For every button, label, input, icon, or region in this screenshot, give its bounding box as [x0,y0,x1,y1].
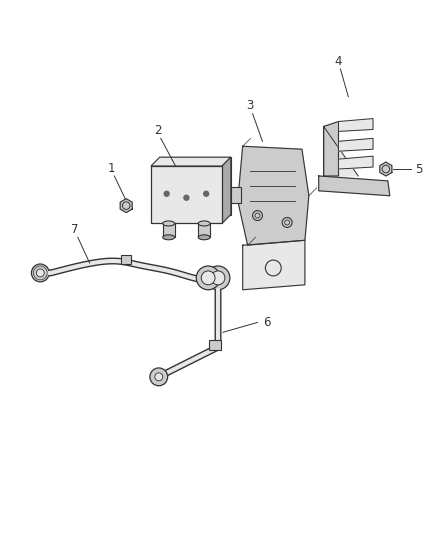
Text: 6: 6 [263,316,271,329]
Polygon shape [339,118,373,132]
Ellipse shape [163,221,175,226]
Bar [198,223,210,237]
Circle shape [150,368,168,386]
Polygon shape [243,240,305,290]
Circle shape [196,266,220,290]
Bar [121,255,131,264]
Text: 4: 4 [335,55,342,68]
Text: 3: 3 [246,99,253,112]
Bar [231,187,241,203]
Text: 1: 1 [108,161,115,174]
Circle shape [155,373,163,381]
Circle shape [36,269,44,277]
Polygon shape [339,139,373,151]
Ellipse shape [198,221,210,226]
Polygon shape [324,126,358,176]
Polygon shape [222,157,231,223]
Circle shape [204,191,208,196]
Circle shape [32,264,49,282]
Circle shape [211,271,225,285]
Polygon shape [339,156,373,169]
Polygon shape [380,162,392,176]
Circle shape [201,271,215,285]
Circle shape [206,266,230,290]
Ellipse shape [163,235,175,240]
Text: 5: 5 [416,163,423,175]
Bar [209,340,221,350]
Polygon shape [238,146,309,245]
Circle shape [184,195,189,200]
Bar [163,223,175,237]
Polygon shape [151,157,231,166]
Polygon shape [324,122,339,176]
Polygon shape [319,176,390,196]
Polygon shape [120,199,132,213]
Circle shape [164,191,169,196]
Polygon shape [151,166,222,223]
Text: 7: 7 [71,223,78,236]
Text: 2: 2 [154,124,162,137]
Polygon shape [160,157,231,215]
Ellipse shape [198,235,210,240]
